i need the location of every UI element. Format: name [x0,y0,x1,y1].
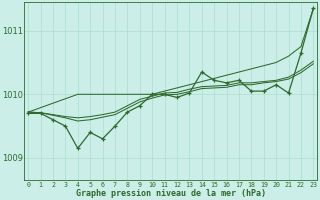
X-axis label: Graphe pression niveau de la mer (hPa): Graphe pression niveau de la mer (hPa) [76,189,266,198]
